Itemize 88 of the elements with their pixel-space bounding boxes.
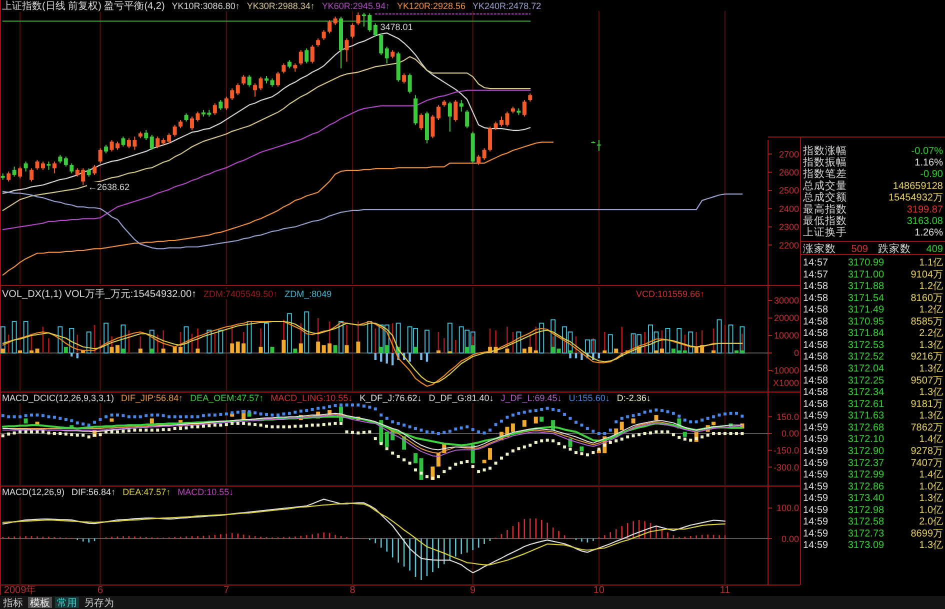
y-tick-label: -10000 xyxy=(770,366,799,376)
text: 模板 xyxy=(30,597,50,609)
text: DIF_JIP:56.84↑ xyxy=(121,393,184,403)
text: D:-2.36↓ xyxy=(616,393,651,403)
y-tick-label: 10000 xyxy=(774,330,799,341)
text: DEA:47.57↑ xyxy=(122,487,171,497)
y-tick-label: 100.0 xyxy=(776,503,799,514)
y-tick-label: 20000 xyxy=(774,313,799,324)
text: YK10R:3086.80↑ xyxy=(172,1,240,11)
text: 14:58 3170.95 8585万 xyxy=(803,316,944,328)
text: 14:58 3172.53 1.3亿 xyxy=(803,340,944,351)
chart-title: MACD(12,26,9) xyxy=(2,487,65,497)
text: 14:59 3172.99 1.4亿 xyxy=(803,470,944,481)
text: 14:59 3172.98 1.0亿 xyxy=(803,504,944,516)
y-axis-title: X1000 xyxy=(772,378,799,388)
text: 14:59 3172.73 8699万 xyxy=(803,528,944,540)
text: 14:58 3172.04 1.3亿 xyxy=(803,364,944,375)
chart-title: 上证指数(日线 前复权) 盈亏平衡(4,2) xyxy=(2,0,165,12)
text: 常用 xyxy=(57,597,77,609)
x-tick-label: 10 xyxy=(593,585,605,596)
text: YK120R:2928.56 xyxy=(396,1,466,11)
text: 14:59 3172.10 1.4亿 xyxy=(803,434,944,446)
series-label: DEA_OEM:47.57↑ xyxy=(190,393,264,403)
text: 14:58 3172.34 1.3亿 xyxy=(803,387,944,398)
text: 14:57 3171.00 9104万 xyxy=(803,269,944,280)
text: 14:58 3172.52 9216万 xyxy=(803,352,944,363)
y-tick-label: 30000 xyxy=(774,296,799,306)
text: 14:58 3171.84 2.2亿 xyxy=(803,328,944,340)
text: 14:59 3173.09 1.3亿 xyxy=(803,540,944,552)
text: 14:58 3171.49 1.2亿 xyxy=(803,304,944,316)
text: 14:58 3171.88 1.2亿 xyxy=(803,281,944,292)
chart-title: VOL_DX(1,1) VOL万手_万元:15454932.00↑ xyxy=(2,288,197,300)
y-tick-label: 2400 xyxy=(778,204,799,214)
text: ZDM:7405549.50↑ xyxy=(204,289,278,299)
y-tick-label: 2200 xyxy=(778,240,799,250)
annotation: 3478.01 xyxy=(380,22,413,32)
text: 总成交额 15454932万 xyxy=(803,192,943,204)
text: 14:58 3172.25 9507万 xyxy=(803,375,944,386)
x-tick-label: 6 xyxy=(98,585,104,596)
y-tick-label: 2600 xyxy=(778,167,799,178)
text: 14:57 3170.99 1.1亿 xyxy=(803,258,944,268)
text: 涨家数 509 跌家数 409 xyxy=(803,243,943,256)
text: 14:58 3172.61 9181万 xyxy=(803,398,944,410)
annotation: MACD:10.55↓ xyxy=(178,487,234,497)
text: 14:58 3171.54 8160万 xyxy=(803,292,944,304)
text: YK240R:2478.72 xyxy=(472,1,542,11)
text: 14:59 3173.40 1.3亿 xyxy=(803,493,944,504)
annotation: VCD:101559.66↑ xyxy=(636,289,705,299)
text: 上证换手 1.26% xyxy=(803,226,943,239)
y-tick-label: 0.00 xyxy=(781,534,799,544)
annotation: MACD_LING:10.55↓ xyxy=(270,393,353,403)
text: 指数振幅 1.16% xyxy=(803,156,943,168)
text: 指数笔差 -0.90 xyxy=(803,168,943,180)
x-tick-label: 2009年 xyxy=(4,584,36,596)
y-tick-label: -150.0 xyxy=(773,446,799,456)
text: 14:59 3172.90 9278万 xyxy=(803,446,944,457)
x-tick-label: 11 xyxy=(720,585,731,596)
annotation: D_DF_G:81.40↓ xyxy=(428,393,494,403)
annotation: ←2638.62 xyxy=(88,182,130,192)
y-tick-label: 2500 xyxy=(778,186,799,196)
y-tick-label: 0.00 xyxy=(781,428,799,439)
series-label: ZDM_:8049 xyxy=(284,289,332,299)
series-label: U:155.60↓ xyxy=(568,393,610,403)
text: 最高指数 3199.87 xyxy=(803,203,943,216)
text: 最低指数 3163.08 xyxy=(803,215,943,227)
text: J_DF_L:69.45↓ xyxy=(500,393,562,403)
text: 14:59 3172.68 7862万 xyxy=(803,422,944,434)
series-label: K_DF_J:76.62↓ xyxy=(360,393,422,403)
text: 14:59 3171.63 1.3亿 xyxy=(803,410,944,422)
chart-title: MACD_DCIC(12,26,9,3,3,1) xyxy=(2,393,114,403)
x-tick-label: 8 xyxy=(350,585,356,596)
text: 14:59 3172.37 7407万 xyxy=(803,458,944,469)
text: DIF:56.84↑ xyxy=(72,487,116,497)
y-tick-label: -300.0 xyxy=(773,462,799,472)
text: 14:59 3172.58 2.0亿 xyxy=(803,516,944,528)
y-tick-label: 2700 xyxy=(778,149,799,160)
text: 总成交量 148659128 xyxy=(803,180,943,192)
y-tick-label: 0 xyxy=(794,348,799,358)
text: 14:59 3172.86 1.0亿 xyxy=(803,481,944,492)
text: 另存为 xyxy=(84,597,114,609)
x-tick-label: 9 xyxy=(470,585,476,596)
x-tick-label: 7 xyxy=(224,585,230,596)
text: YK30R:2988.34↑ xyxy=(246,1,315,11)
y-tick-label: 2300 xyxy=(778,222,799,232)
y-tick-label: 150.0 xyxy=(776,412,799,422)
text: 指标 xyxy=(2,597,23,609)
text: YK60R:2945.94↑ xyxy=(322,1,390,11)
text: 指数涨幅 -0.07% xyxy=(803,144,943,157)
